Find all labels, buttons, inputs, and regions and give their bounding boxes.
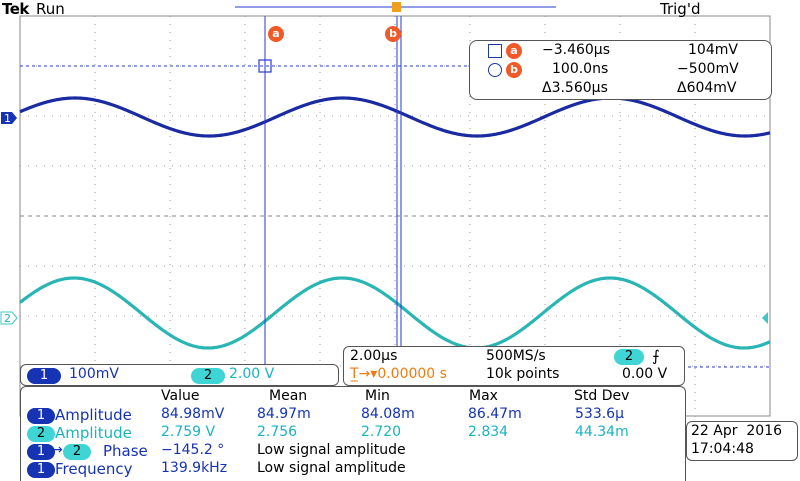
ch1-waveform	[19, 96, 771, 138]
ch2-badge[interactable]: 2	[191, 368, 225, 384]
trigger-arrow-icon: T̲→▾	[350, 366, 378, 382]
meas-value: 84.98mV	[161, 406, 225, 422]
source-badge: 2	[27, 426, 55, 442]
trigger-level[interactable]: 0.00 V	[622, 366, 668, 382]
timebase-trigger-box[interactable]: 2.00µs 500MS/s 2 ⨍ T̲→▾0.00000 s 10k poi…	[343, 346, 685, 386]
ch1-scale[interactable]: 100mV	[69, 366, 119, 382]
meas-name: Phase	[103, 442, 148, 460]
trigger-status: Trig'd	[660, 0, 701, 18]
ch1-ground-marker: 1	[1, 112, 17, 125]
cursor-a-square-icon	[258, 59, 272, 73]
meas-name: Amplitude	[55, 424, 132, 442]
col-header-max: Max	[469, 388, 498, 404]
cursor-a-value: 104mV	[688, 42, 738, 58]
col-header-min: Min	[365, 388, 390, 404]
brand-logo: Tek	[2, 0, 29, 18]
ch1-badge[interactable]: 1	[27, 368, 61, 384]
trigger-position: 0.00000 s	[377, 366, 447, 382]
col-header-mean: Mean	[269, 388, 308, 404]
date: 22 Apr 2016	[691, 423, 783, 439]
cursor-a-badge: a	[268, 26, 284, 42]
ch2-ground-marker: 2	[0, 311, 18, 325]
cursor-b-badge: b	[506, 62, 522, 78]
measurements-panel: Value Mean Min Max Std Dev 1 Amplitude 8…	[20, 386, 686, 481]
cursor-readout: a −3.460µs 104mV b 100.0ns −500mV Δ3.560…	[469, 40, 772, 100]
horizontal-scale[interactable]: 2.00µs	[350, 348, 398, 364]
datetime-box: 22 Apr 2016 17:04:48	[686, 421, 798, 461]
meas-value: 2.759 V	[161, 424, 216, 440]
cursor-b-time: 100.0ns	[552, 61, 609, 77]
source2-badge: 2	[63, 444, 91, 460]
col-header-stddev: Std Dev	[574, 388, 630, 404]
record-length: 10k points	[486, 366, 560, 382]
meas-value: −145.2 °	[161, 442, 225, 458]
ch2-waveform	[19, 276, 771, 350]
meas-max: 86.47m	[468, 406, 522, 422]
meas-max: 2.834	[468, 424, 509, 440]
cursor-a-marker[interactable]: a	[268, 22, 284, 42]
cursor-b-badge: b	[385, 26, 401, 42]
trigger-level-marker	[762, 312, 768, 324]
svg-text:2: 2	[4, 312, 11, 325]
meas-min: 84.08m	[361, 406, 415, 422]
svg-text:1: 1	[4, 112, 11, 125]
ch2-scale[interactable]: 2.00 V	[229, 366, 275, 382]
time: 17:04:48	[691, 441, 754, 457]
source-badge: 1	[27, 462, 55, 478]
meas-stddev: 44.34m	[575, 424, 629, 440]
trigger-source-badge: 2	[614, 349, 644, 365]
rising-edge-icon: ⨍	[652, 347, 660, 365]
meas-mean: 2.756	[257, 424, 298, 440]
cursor-delta-value: Δ604mV	[677, 80, 737, 96]
col-header-value: Value	[161, 388, 200, 404]
cursor-delta-time: Δ3.560µs	[542, 80, 608, 96]
meas-value: 139.9kHz	[161, 460, 228, 476]
meas-stddev: 533.6µ	[575, 406, 624, 422]
cursor-a-badge: a	[506, 43, 522, 59]
meas-note: Low signal amplitude	[257, 442, 406, 458]
meas-name: Amplitude	[55, 406, 132, 424]
sample-rate: 500MS/s	[486, 348, 546, 364]
meas-min: 2.720	[361, 424, 402, 440]
trigger-position-row[interactable]: T̲→▾0.00000 s	[350, 366, 447, 382]
meas-mean: 84.97m	[257, 406, 311, 422]
square-icon	[488, 44, 502, 58]
source-badge: 1	[27, 408, 55, 424]
cursor-b-marker[interactable]: b	[385, 22, 401, 42]
run-state[interactable]: Run	[36, 0, 65, 18]
channel-scale-bar[interactable]: 1 100mV 2 2.00 V	[20, 364, 339, 386]
meas-name: Frequency	[55, 460, 133, 478]
cursor-b-value: −500mV	[677, 61, 739, 77]
source-badge: 1	[27, 444, 55, 460]
meas-note: Low signal amplitude	[257, 460, 406, 476]
cursor-a-time: −3.460µs	[542, 42, 611, 58]
circle-icon	[488, 63, 502, 77]
arrow-right-icon: →	[51, 442, 63, 458]
trigger-position-icon	[392, 2, 401, 12]
